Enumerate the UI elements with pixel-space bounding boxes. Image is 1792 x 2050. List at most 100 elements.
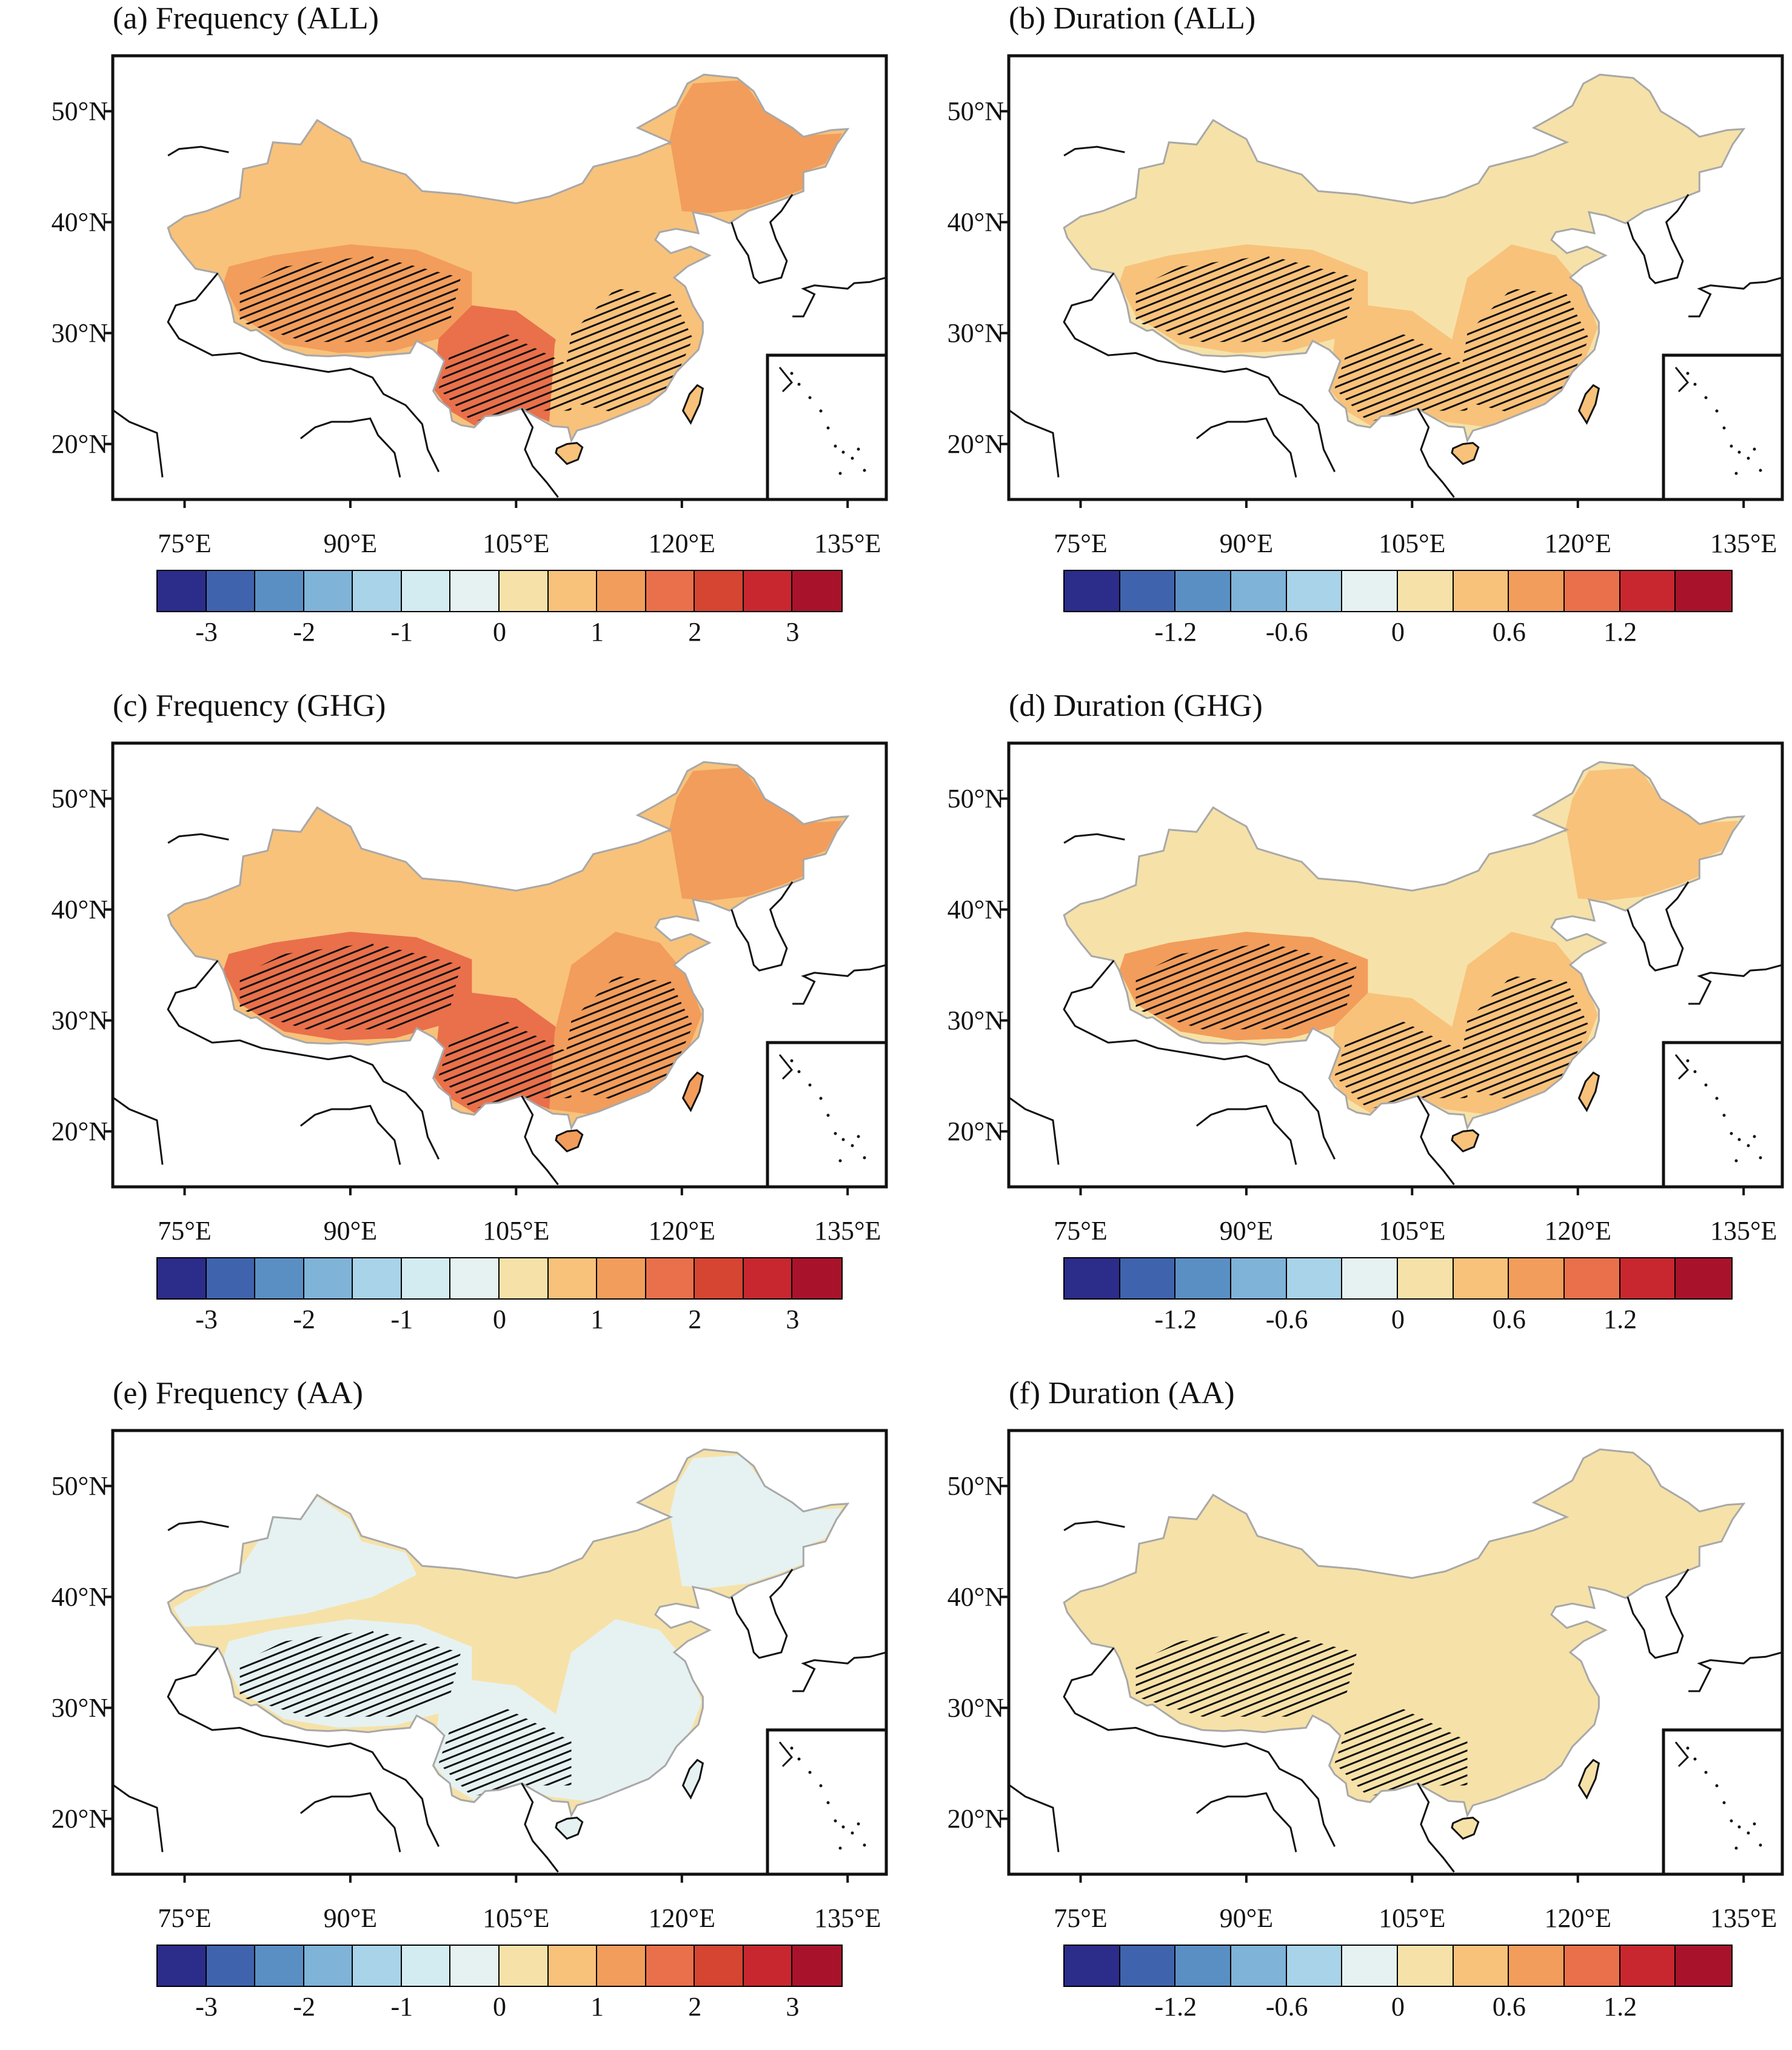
- hatch-line: [896, 257, 960, 499]
- lat-label: 30°N: [51, 318, 108, 348]
- hatch-line: [896, 944, 1146, 1187]
- lat-label: 50°N: [947, 96, 1004, 126]
- hatch-line: [560, 289, 693, 413]
- hatch-line: [896, 257, 1022, 499]
- taiwan-island: [1577, 1071, 1600, 1112]
- hatch-line: [0, 944, 85, 1187]
- coastline-japan: [792, 276, 886, 318]
- hatch-line: [1334, 1708, 1468, 1797]
- hatch-line: [1456, 976, 1589, 1101]
- taiwan-island: [681, 1071, 704, 1112]
- hatch-line: [896, 944, 1043, 1187]
- colorbar-bin: [206, 571, 256, 611]
- map-svg: [0, 741, 888, 1195]
- hatch-line: [896, 257, 1084, 499]
- hatch-line: [896, 257, 1146, 499]
- hatch-line: [896, 944, 1084, 1187]
- colorbar-bin: [1620, 571, 1676, 611]
- colorbar-bin: [1453, 571, 1509, 611]
- hatch-line: [1135, 943, 1357, 1030]
- hatch-line: [0, 944, 229, 1187]
- colorbar-bin: [597, 571, 646, 611]
- hatch-line: [896, 257, 1063, 499]
- colorbar-bin: [792, 1258, 841, 1298]
- region-east: [549, 932, 702, 1115]
- panel-title: (b) Duration (ALL): [1009, 1, 1256, 36]
- hatch-line: [896, 944, 1146, 1187]
- hatch-line: [0, 944, 2, 1187]
- lat-label: 20°N: [51, 1116, 108, 1146]
- region-north: [416, 832, 682, 943]
- hatch-line: [896, 944, 1001, 1187]
- hatch-line: [0, 1632, 44, 1874]
- hatch-line: [896, 944, 1022, 1187]
- hatch-line: [0, 944, 64, 1187]
- hatch-line: [0, 257, 126, 499]
- colorbar-label: 3: [786, 617, 800, 647]
- hatch-line: [896, 944, 1022, 1187]
- hatch-line: [896, 257, 919, 499]
- colorbar-bin: [304, 571, 353, 611]
- colorbar-label: 1: [590, 1992, 604, 2022]
- hatch-line: [1135, 1631, 1249, 1717]
- colorbar-bin: [1676, 571, 1731, 611]
- hatch-line: [0, 257, 44, 499]
- colorbar-bin: [1065, 1258, 1120, 1298]
- hatch-line: [239, 1631, 250, 1717]
- coastline-vietnam: [1417, 1095, 1455, 1186]
- hatch-line: [0, 1632, 147, 1874]
- hatch-line: [438, 333, 572, 422]
- colorbar-bin: [1175, 1946, 1231, 1986]
- colorbar-label: -1: [390, 1304, 413, 1334]
- colorbar-bin: [401, 571, 451, 611]
- hatch-line: [1135, 256, 1146, 342]
- hatch-line: [0, 257, 23, 499]
- colorbar-bin: [695, 571, 744, 611]
- hatch-line: [0, 944, 2, 1187]
- hatch-line: [896, 257, 1063, 499]
- hatch-line: [896, 1632, 1063, 1874]
- hatch-line: [0, 944, 23, 1187]
- inset-islands: [778, 367, 866, 475]
- coastline-bay-of-bengal: [1195, 417, 1297, 478]
- hatch-line: [896, 257, 919, 499]
- map-frame: [1007, 741, 1784, 1189]
- hatch-line: [0, 257, 167, 499]
- hatch-line: [0, 257, 64, 499]
- hatch-line: [0, 944, 44, 1187]
- hatch-line: [896, 257, 1043, 499]
- hatch-line: [896, 257, 1043, 499]
- hatch-line: [0, 944, 229, 1187]
- colorbar-bin: [548, 571, 598, 611]
- hatch-line: [438, 1020, 572, 1109]
- hatch-line: [239, 1631, 461, 1717]
- hatch-line: [896, 257, 940, 499]
- lon-label: 105°E: [483, 1903, 550, 1933]
- hatch-line: [560, 976, 693, 1101]
- hatch-line: [1456, 289, 1589, 413]
- hatch-line: [0, 257, 126, 499]
- hatch-line: [896, 257, 1043, 499]
- hatch-line: [0, 257, 147, 499]
- hatch-line: [0, 944, 126, 1187]
- hatch-line: [0, 1632, 126, 1874]
- hatch-line: [0, 944, 229, 1187]
- hatch-line: [0, 257, 85, 499]
- region-northwest: [1069, 809, 1313, 940]
- colorbar-bin: [743, 1946, 793, 1986]
- colorbar-bin: [304, 1258, 353, 1298]
- hatch-line: [896, 944, 940, 1187]
- lon-label: 135°E: [814, 1903, 881, 1933]
- hatch-line: [0, 257, 105, 499]
- hatch-line: [1456, 976, 1589, 1101]
- hatch-line: [1456, 976, 1589, 1101]
- region-northeast: [1564, 80, 1739, 213]
- hatch-line: [239, 943, 250, 1030]
- hatch-line: [0, 257, 229, 499]
- hatch-line: [0, 944, 64, 1187]
- region-east: [549, 244, 702, 428]
- colorbar-bin: [1231, 1946, 1287, 1986]
- colorbar-label: 3: [786, 1304, 800, 1334]
- lat-label: 20°N: [51, 1803, 108, 1834]
- hatch-line: [0, 944, 188, 1187]
